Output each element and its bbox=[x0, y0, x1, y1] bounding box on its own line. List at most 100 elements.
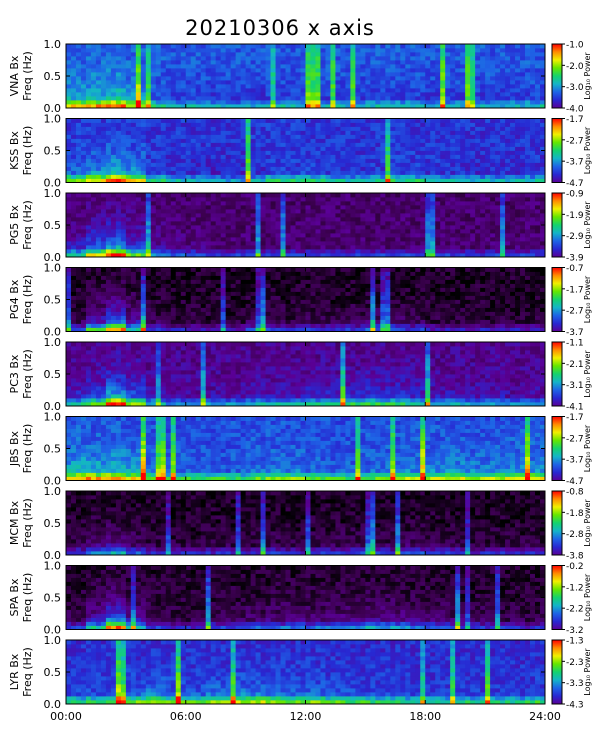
heatmap-cell bbox=[211, 249, 216, 253]
heatmap-cell bbox=[515, 52, 520, 56]
heatmap-cell bbox=[106, 159, 111, 163]
heatmap-cell bbox=[340, 151, 345, 155]
heatmap-cell bbox=[365, 76, 370, 80]
heatmap-cell bbox=[76, 143, 81, 147]
heatmap-cell bbox=[535, 201, 540, 205]
heatmap-cell bbox=[435, 100, 440, 104]
heatmap-cell bbox=[306, 201, 311, 205]
heatmap-cell bbox=[131, 288, 136, 292]
heatmap-cell bbox=[485, 155, 490, 159]
heatmap-cell bbox=[241, 193, 246, 197]
heatmap-cell bbox=[410, 127, 415, 131]
heatmap-cell bbox=[131, 135, 136, 139]
heatmap-cell bbox=[196, 201, 201, 205]
heatmap-cell bbox=[510, 56, 515, 60]
heatmap-cell bbox=[181, 123, 186, 127]
heatmap-cell bbox=[126, 272, 131, 276]
heatmap-cell bbox=[261, 44, 266, 48]
heatmap-cell bbox=[251, 213, 256, 217]
heatmap-cell bbox=[71, 80, 76, 84]
heatmap-cell bbox=[460, 171, 465, 175]
heatmap-cell bbox=[480, 225, 485, 229]
heatmap-cell bbox=[395, 88, 400, 92]
heatmap-cell bbox=[266, 147, 271, 151]
heatmap-cell bbox=[420, 167, 425, 171]
heatmap-cell bbox=[525, 131, 530, 135]
heatmap-cell bbox=[315, 233, 320, 237]
heatmap-cell bbox=[470, 64, 475, 68]
heatmap-cell bbox=[495, 60, 500, 64]
heatmap-cell bbox=[350, 64, 355, 68]
heatmap-cell bbox=[291, 96, 296, 100]
heatmap-cell bbox=[226, 147, 231, 151]
heatmap-cell bbox=[216, 233, 221, 237]
heatmap-cell bbox=[241, 225, 246, 229]
heatmap-cell bbox=[236, 96, 241, 100]
heatmap-cell bbox=[106, 48, 111, 52]
heatmap-cell bbox=[425, 209, 430, 213]
heatmap-cell bbox=[335, 76, 340, 80]
heatmap-cell bbox=[276, 139, 281, 143]
heatmap-cell bbox=[380, 56, 385, 60]
heatmap-cell bbox=[450, 131, 455, 135]
heatmap-cell bbox=[161, 175, 166, 179]
heatmap-cell bbox=[156, 163, 161, 167]
heatmap-cell bbox=[166, 225, 171, 229]
heatmap-cell bbox=[291, 225, 296, 229]
heatmap-cell bbox=[445, 52, 450, 56]
heatmap-cell bbox=[330, 209, 335, 213]
heatmap-cell bbox=[241, 88, 246, 92]
heatmap-cell bbox=[530, 197, 535, 201]
heatmap-cell bbox=[236, 237, 241, 241]
heatmap-cell bbox=[306, 193, 311, 197]
heatmap-cell bbox=[71, 76, 76, 80]
heatmap-cell bbox=[196, 52, 201, 56]
heatmap-cell bbox=[445, 80, 450, 84]
heatmap-cell bbox=[176, 119, 181, 123]
heatmap-cell bbox=[355, 92, 360, 96]
heatmap-cell bbox=[221, 131, 226, 135]
heatmap-cell bbox=[186, 135, 191, 139]
heatmap-cell bbox=[380, 96, 385, 100]
heatmap-cell bbox=[236, 225, 241, 229]
heatmap-cell bbox=[286, 237, 291, 241]
heatmap-cell bbox=[196, 209, 201, 213]
heatmap-cell bbox=[261, 205, 266, 209]
heatmap-cell bbox=[141, 233, 146, 237]
heatmap-cell bbox=[485, 163, 490, 167]
heatmap-cell bbox=[380, 221, 385, 225]
heatmap-cell bbox=[405, 225, 410, 229]
heatmap-cell bbox=[191, 68, 196, 72]
heatmap-cell bbox=[236, 123, 241, 127]
heatmap-cell bbox=[420, 127, 425, 131]
heatmap-cell bbox=[106, 276, 111, 280]
heatmap-cell bbox=[111, 44, 116, 48]
heatmap-cell bbox=[485, 127, 490, 131]
heatmap-cell bbox=[370, 201, 375, 205]
heatmap-cell bbox=[136, 88, 141, 92]
heatmap-cell bbox=[181, 155, 186, 159]
heatmap-cell bbox=[340, 237, 345, 241]
heatmap-cell bbox=[445, 92, 450, 96]
heatmap-cell bbox=[380, 237, 385, 241]
heatmap-cell bbox=[395, 151, 400, 155]
heatmap-cell bbox=[151, 316, 156, 320]
heatmap-cell bbox=[196, 249, 201, 253]
heatmap-cell bbox=[460, 84, 465, 88]
heatmap-cell bbox=[231, 84, 236, 88]
heatmap-cell bbox=[380, 209, 385, 213]
heatmap-cell bbox=[71, 225, 76, 229]
heatmap-cell bbox=[246, 167, 251, 171]
heatmap-cell bbox=[86, 131, 91, 135]
heatmap-cell bbox=[420, 205, 425, 209]
heatmap-cell bbox=[111, 155, 116, 159]
heatmap-cell bbox=[301, 201, 306, 205]
heatmap-cell bbox=[216, 193, 221, 197]
heatmap-cell bbox=[306, 213, 311, 217]
heatmap-cell bbox=[116, 245, 121, 249]
heatmap-cell bbox=[495, 155, 500, 159]
heatmap-cell bbox=[480, 119, 485, 123]
heatmap-cell bbox=[171, 175, 176, 179]
heatmap-cell bbox=[365, 221, 370, 225]
heatmap-cell bbox=[505, 171, 510, 175]
